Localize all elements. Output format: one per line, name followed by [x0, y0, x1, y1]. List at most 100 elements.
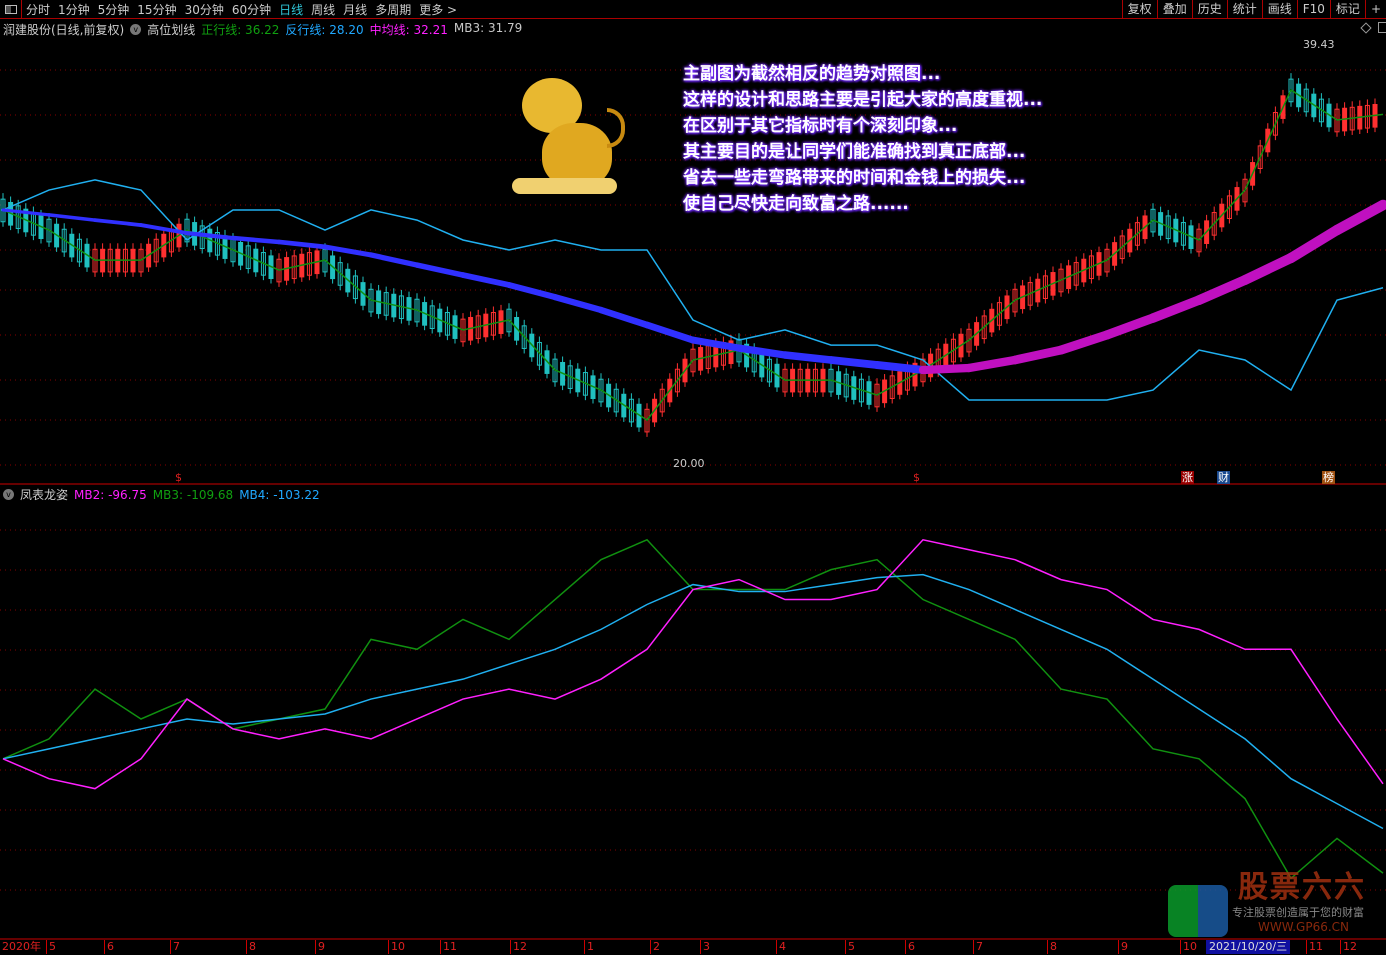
legend-value: MB3: -109.68 [152, 487, 234, 502]
candle-body [1134, 222, 1140, 246]
month-tick-label: 6 [905, 940, 915, 954]
panel-toggle-icon[interactable] [0, 0, 22, 19]
chevron-down-icon[interactable]: v [130, 24, 142, 35]
legend-value: MB2: -96.75 [74, 487, 147, 502]
limit-up-marker[interactable]: 涨 [1181, 471, 1194, 484]
tab-period[interactable]: 1分钟 [58, 2, 90, 17]
candle-body [1196, 228, 1202, 253]
tab-period[interactable]: 5分钟 [97, 2, 130, 17]
series-line-close [2, 88, 1384, 422]
candle-body [521, 325, 527, 349]
toolbar-button[interactable]: 复权 [1121, 0, 1157, 19]
toolbar-button[interactable]: 画线 [1261, 0, 1297, 19]
legend-value: MB4: -103.22 [239, 487, 320, 502]
ma-band-segment [1194, 275, 1250, 305]
ma-band-segment [414, 262, 466, 278]
ma-band-segment [139, 223, 189, 236]
month-tick-label: 9 [315, 940, 325, 954]
ma-band-segment [276, 239, 328, 250]
candle-body [460, 318, 466, 343]
watermark-slogan: 专注股票创造属于您的财富 [1232, 906, 1364, 919]
sub-legend: v 凤表龙姿 MB2: -96.75 MB3: -109.68 MB4: -103.… [3, 486, 320, 503]
main-legend: 润建股份(日线,前复权) v 高位划线 正行线: 36.22 反行线: 28.20… [3, 21, 522, 38]
month-tick-label: 10 [1180, 940, 1197, 954]
candle-body [874, 383, 880, 408]
month-tick-label: 12 [510, 940, 527, 954]
tab-period[interactable]: 分时 [26, 2, 51, 17]
ma-band-segment [1102, 313, 1158, 340]
tab-period[interactable]: 月线 [343, 2, 368, 17]
tab-period[interactable]: 更多 > [419, 2, 458, 17]
signal-marker[interactable]: $ [913, 471, 920, 484]
ma-band-segment [1148, 295, 1204, 323]
candle-body [1211, 212, 1217, 236]
tab-period[interactable]: 多周期 [375, 2, 412, 17]
candle-body [1242, 178, 1248, 203]
year-label: 2020年 [2, 940, 41, 953]
annotation-line: 其主要目的是让同学们能准确找到真正底部... [683, 142, 1026, 162]
period-toolbar: 分时 1分钟 5分钟 15分钟 30分钟 60分钟 日线 周线 月线 多周期 更多 > 复权 叠加 历史… [0, 0, 1386, 19]
ma-band-segment [689, 336, 743, 352]
annotation-line: 这样的设计和思路主要是引起大家的高度重视... [683, 90, 1043, 110]
month-tick-label: 7 [973, 940, 983, 954]
ma-band-segment [964, 355, 1020, 373]
annotation-text: 主副图为截然相反的趋势对照图... 这样的设计和思路主要是引起大家的高度重视...… [683, 61, 1042, 217]
ma-band-segment [93, 218, 143, 227]
ma-band-segment [1285, 224, 1343, 264]
ranking-marker[interactable]: 榜 [1322, 471, 1335, 484]
annotation-line: 主副图为截然相反的趋势对照图... [683, 64, 941, 84]
toolbar-button[interactable]: 标记 [1329, 0, 1365, 19]
series-line-inverse [2, 179, 1384, 401]
watermark-logo [1168, 885, 1228, 937]
toolbar-button[interactable]: 叠加 [1156, 0, 1192, 19]
cursor-date: 2021/10/20/三 [1206, 940, 1291, 954]
month-tick-label: 11 [1306, 940, 1323, 954]
tab-period[interactable]: 周线 [311, 2, 336, 17]
legend-value: MB3: 31.79 [453, 21, 523, 35]
toolbar-button[interactable]: 历史 [1191, 0, 1227, 19]
month-tick-label: 8 [246, 940, 256, 954]
finance-marker[interactable]: 财 [1217, 471, 1230, 484]
month-tick-label: 9 [1118, 940, 1128, 954]
candle-body [1272, 112, 1278, 136]
month-tick-label: 7 [170, 940, 180, 954]
ma-band-segment [184, 230, 236, 241]
legend-value: 反行线: 28.20 [285, 23, 364, 37]
tab-period[interactable]: 30分钟 [184, 2, 224, 17]
candle-body [981, 315, 987, 340]
month-tick-label: 8 [1047, 940, 1057, 954]
indicator-name[interactable]: 高位划线 [147, 23, 196, 37]
ma-band-segment [322, 244, 374, 258]
low-price-label: 20.00 [673, 457, 705, 470]
tab-period[interactable]: 15分钟 [137, 2, 177, 17]
candle-body [276, 258, 282, 283]
square-icon[interactable] [1378, 22, 1386, 33]
ma-band-segment [827, 356, 881, 369]
month-tick-label: 5 [845, 940, 855, 954]
toolbar-button[interactable]: + [1364, 0, 1386, 19]
series-line-MB2 [2, 538, 1384, 790]
toolbar-button[interactable]: F10 [1296, 0, 1330, 19]
candle-body [1119, 235, 1125, 260]
candle-body [1226, 195, 1232, 220]
tab-period[interactable]: 日线 [279, 2, 304, 17]
sub-indicator-name[interactable]: 凤表龙姿 [20, 488, 69, 502]
ma-band-segment [230, 235, 282, 245]
ma-band-segment [873, 360, 927, 374]
ma-band-segment [1240, 252, 1296, 285]
candle-body [690, 348, 696, 373]
annotation-line: 省去一些走弯路带来的时间和金钱上的损失... [683, 168, 1026, 188]
legend-value: 正行线: 36.22 [201, 23, 280, 37]
annotation-line: 使自己尽快走向致富之路...... [683, 194, 909, 214]
candle-body [996, 302, 1002, 326]
tab-period[interactable]: 60分钟 [231, 2, 272, 17]
ma-band-segment [506, 281, 558, 301]
candle-body [1257, 145, 1263, 169]
chevron-down-icon[interactable]: v [3, 489, 14, 500]
toolbar-button[interactable]: 统计 [1226, 0, 1262, 19]
candle-body [536, 341, 542, 366]
ma-band-segment [735, 344, 789, 359]
signal-marker[interactable]: $ [175, 471, 182, 484]
month-tick-label: 11 [440, 940, 457, 954]
